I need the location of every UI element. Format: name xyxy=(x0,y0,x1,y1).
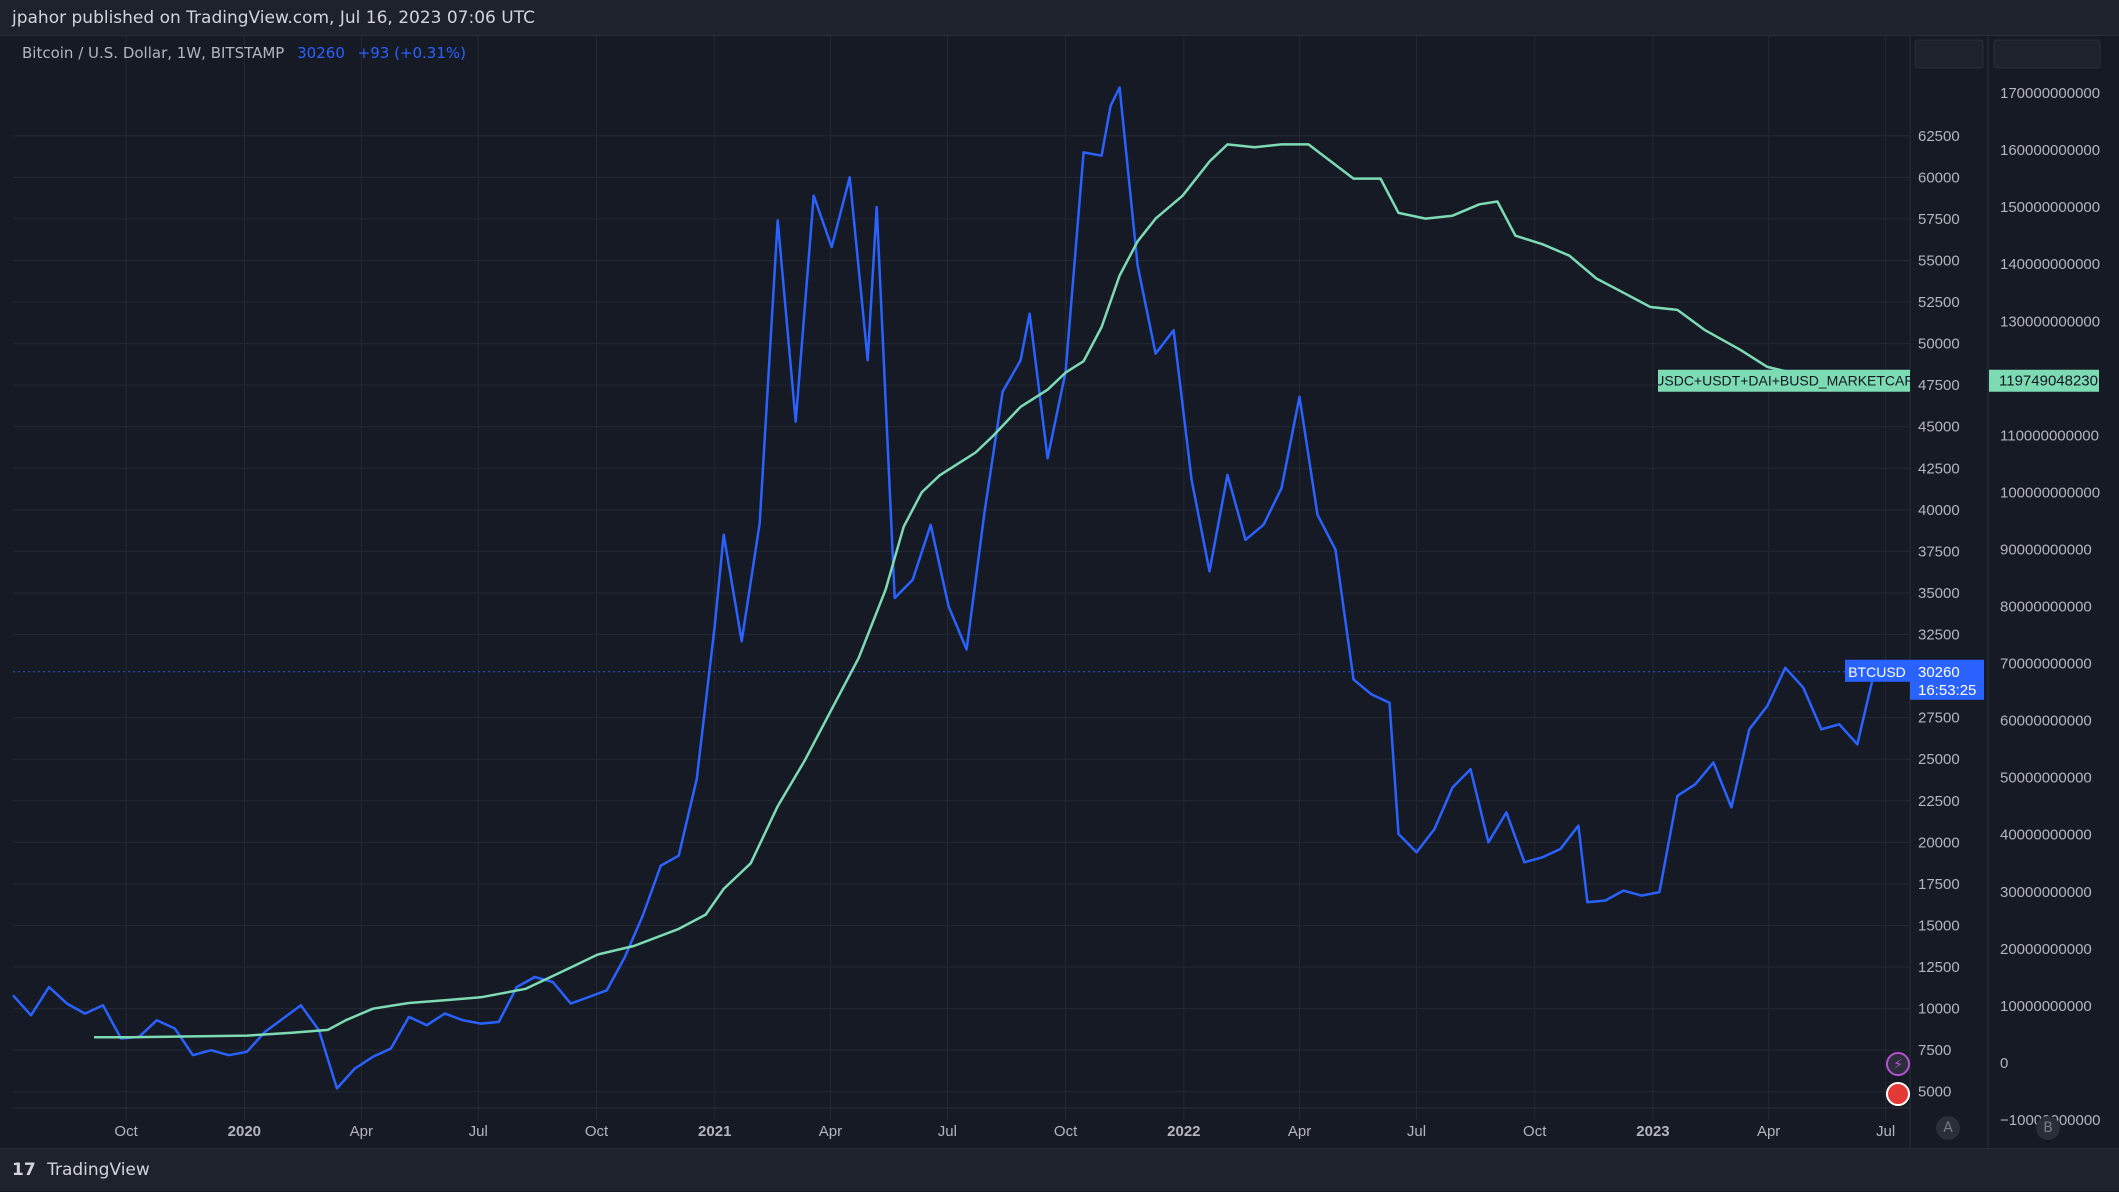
left-price-scale[interactable]: 5000 7500 10000 12500 15000 17500 20000 22500 25… xyxy=(1918,128,1960,1101)
left-tick-label: 15000 xyxy=(1918,917,1960,934)
left-tick-label: 10000 xyxy=(1918,1001,1960,1018)
right-tick-label: 110000000000 xyxy=(2000,427,2099,444)
x-tick-label: Oct xyxy=(1523,1123,1547,1140)
x-tick-label: Jul xyxy=(1407,1123,1426,1140)
left-tick-label: 45000 xyxy=(1918,419,1960,436)
right-tick-label: 160000000000 xyxy=(2000,142,2100,159)
symbol-title: Bitcoin / U.S. Dollar, 1W, BITSTAMP xyxy=(22,44,285,62)
right-tick-label: 70000000000 xyxy=(2000,656,2092,673)
left-tick-label: 37500 xyxy=(1918,543,1960,560)
x-tick-label: Oct xyxy=(585,1123,609,1140)
legend-change: +93 (+0.31%) xyxy=(357,44,466,62)
stablecoin-value-tag-bg xyxy=(1989,369,2099,392)
btcusd-countdown: 16:53:25 xyxy=(1918,682,1976,699)
x-tick-label: Jul xyxy=(1876,1123,1895,1140)
stablecoin-marketcap-line xyxy=(94,143,1840,1039)
left-scale-header-box xyxy=(1914,39,1984,69)
right-tick-label: 130000000000 xyxy=(2000,313,2100,330)
left-tick-label: 35000 xyxy=(1918,585,1960,602)
x-tick-label: Oct xyxy=(1054,1123,1078,1140)
x-tick-label: Jul xyxy=(469,1123,488,1140)
x-tick-label: Oct xyxy=(114,1123,138,1140)
right-tick-label: 140000000000 xyxy=(2000,256,2100,273)
stablecoin-value-tag: 119749048230 xyxy=(1999,373,2098,390)
btcusd-line xyxy=(12,86,1903,1090)
x-tick-label: 2021 xyxy=(698,1123,731,1140)
right-tick-label: 20000000000 xyxy=(2000,941,2092,958)
right-scale-header-box xyxy=(1993,39,2101,69)
left-tick-label: 55000 xyxy=(1918,252,1960,269)
right-tick-label: 150000000000 xyxy=(2000,199,2100,216)
right-tick-label: 40000000000 xyxy=(2000,827,2092,844)
left-tick-label: 57500 xyxy=(1918,211,1960,228)
left-tick-label: 25000 xyxy=(1918,751,1960,768)
left-tick-label: 50000 xyxy=(1918,336,1960,353)
x-tick-label: 2023 xyxy=(1636,1123,1669,1140)
right-tick-label: 50000000000 xyxy=(2000,770,2092,787)
right-price-scale[interactable]: −100000000000100000000002000000000030000… xyxy=(2000,85,2101,1129)
left-tick-label: 42500 xyxy=(1918,460,1960,477)
scale-button-b[interactable]: B xyxy=(2036,1116,2060,1140)
price-chart[interactable]: Oct 2020 Apr Jul Oct 2021 Apr Jul Oct 2022 Apr Jul O… xyxy=(0,0,2119,1148)
published-text: jpahor published on TradingView.com, Jul… xyxy=(12,8,535,28)
plot-background xyxy=(13,36,1910,1148)
btcusd-price-tag-bg xyxy=(1910,659,1984,700)
x-tick-label: Apr xyxy=(350,1123,373,1140)
right-tick-label: 10000000000 xyxy=(2000,998,2092,1015)
us-flag-event-icon xyxy=(1886,1082,1910,1106)
x-tick-label: Jul xyxy=(938,1123,957,1140)
tradingview-logo-icon[interactable]: 17 xyxy=(12,1160,36,1180)
right-tick-label: 170000000000 xyxy=(2000,85,2100,102)
btcusd-name-tag-bg xyxy=(1845,659,1910,682)
left-tick-label: 5000 xyxy=(1918,1084,1951,1101)
left-tick-label: 62500 xyxy=(1918,128,1960,145)
grid xyxy=(13,36,2101,1148)
stablecoin-name-tag-bg xyxy=(1658,369,1910,392)
right-tick-label: 100000000000 xyxy=(2000,484,2100,501)
brand-name: TradingView xyxy=(47,1160,150,1180)
x-tick-label: Apr xyxy=(819,1123,842,1140)
left-tick-label: 22500 xyxy=(1918,793,1960,810)
footer: 17 TradingView xyxy=(0,1148,2119,1191)
left-tick-label: 52500 xyxy=(1918,294,1960,311)
btcusd-name-tag: BTCUSD xyxy=(1848,664,1906,680)
lightning-glyph-icon: ⚡ xyxy=(1893,1057,1903,1073)
x-tick-label: 2022 xyxy=(1167,1123,1200,1140)
right-tick-label: 30000000000 xyxy=(2000,884,2092,901)
left-tick-label: 17500 xyxy=(1918,876,1960,893)
btcusd-price-tag: 30260 xyxy=(1918,664,1960,681)
published-header: jpahor published on TradingView.com, Jul… xyxy=(0,0,2119,36)
x-tick-label: 2020 xyxy=(228,1123,261,1140)
x-tick-label: Apr xyxy=(1757,1123,1780,1140)
left-tick-label: 60000 xyxy=(1918,169,1960,186)
symbol-legend[interactable]: Bitcoin / U.S. Dollar, 1W, BITSTAMP 3026… xyxy=(22,42,466,64)
left-tick-label: 47500 xyxy=(1918,377,1960,394)
x-axis-labels: Oct 2020 Apr Jul Oct 2021 Apr Jul Oct 2022 Apr Jul O… xyxy=(114,1123,1895,1140)
x-tick-label: Apr xyxy=(1288,1123,1311,1140)
series-lines xyxy=(12,86,1903,1090)
legend-price: 30260 xyxy=(297,44,345,62)
left-tick-label: 7500 xyxy=(1918,1042,1951,1059)
left-tick-label: 32500 xyxy=(1918,627,1960,644)
stablecoin-name-tag: USDC+USDT+DAI+BUSD_MARKETCAP xyxy=(1654,373,1913,389)
right-tick-label: 60000000000 xyxy=(2000,713,2092,730)
right-tick-label: 90000000000 xyxy=(2000,541,2092,558)
scale-button-a[interactable]: A xyxy=(1936,1116,1960,1140)
right-tick-label: 0 xyxy=(2000,1055,2008,1072)
left-tick-label: 12500 xyxy=(1918,959,1960,976)
left-tick-label: 40000 xyxy=(1918,502,1960,519)
left-tick-label: 27500 xyxy=(1918,710,1960,727)
left-tick-label: 20000 xyxy=(1918,834,1960,851)
lightning-event-icon xyxy=(1886,1052,1910,1076)
right-tick-label: 80000000000 xyxy=(2000,599,2092,616)
